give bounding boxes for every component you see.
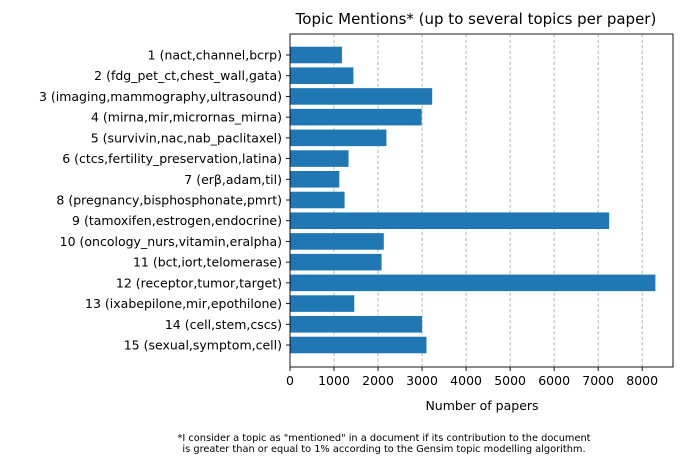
- chart-title: Topic Mentions* (up to several topics pe…: [295, 10, 657, 28]
- bar: [290, 171, 340, 188]
- bar: [290, 67, 354, 84]
- bar: [290, 274, 656, 292]
- y-tick-label: 13 (ixabepilone,mir,epothilone): [85, 296, 282, 311]
- y-tick-label: 7 (erβ,adam,til): [184, 172, 282, 187]
- footnote-line-2: is greater than or equal to 1% according…: [182, 444, 585, 455]
- bar: [290, 46, 342, 64]
- bar: [290, 233, 384, 250]
- y-tick-labels: 1 (nact,channel,bcrp) 2 (fdg_pet_ct,chest…: [39, 48, 290, 353]
- y-tick-label: 5 (survivin,nac,nab_paclitaxel): [91, 130, 282, 145]
- bar: [290, 191, 345, 209]
- bar: [290, 316, 423, 333]
- y-tick-label: 2 (fdg_pet_ct,chest_wall,gata): [94, 68, 282, 83]
- y-tick-label: 6 (ctcs,fertility_preservation,latina): [62, 151, 282, 166]
- x-tick-labels: 0 1000 2000 3000 4000 5000 6000 7000 8000: [286, 367, 658, 388]
- x-tick-label: 6000: [538, 373, 570, 388]
- bar: [290, 295, 355, 312]
- x-tick-label: 7000: [582, 373, 614, 388]
- y-tick-label: 12 (receptor,tumor,target): [116, 275, 282, 290]
- x-tick-label: 3000: [406, 373, 438, 388]
- x-tick-label: 1000: [318, 373, 350, 388]
- x-tick-label: 8000: [626, 373, 658, 388]
- plot-frame: [289, 33, 674, 368]
- bars: [290, 46, 656, 354]
- y-tick-label: 11 (bct,iort,telomerase): [133, 255, 282, 270]
- bar: [290, 150, 349, 167]
- y-tick-label: 10 (oncology_nurs,vitamin,eralpha): [60, 234, 282, 249]
- x-tick-label: 0: [286, 373, 294, 388]
- bar: [290, 253, 382, 271]
- bar: [290, 88, 433, 105]
- y-tick-label: 3 (imaging,mammography,ultrasound): [39, 89, 282, 104]
- y-tick-label: 14 (cell,stem,cscs): [165, 317, 282, 332]
- x-tick-label: 5000: [494, 373, 526, 388]
- footnote-line-1: *I consider a topic as "mentioned" in a …: [177, 433, 590, 444]
- y-tick-label: 1 (nact,channel,bcrp): [148, 48, 282, 63]
- x-tick-label: 2000: [362, 373, 394, 388]
- y-tick-label: 8 (pregnancy,bisphosphonate,pmrt): [56, 193, 282, 208]
- bar: [290, 108, 422, 126]
- x-tick-label: 4000: [450, 373, 482, 388]
- x-axis-label: Number of papers: [425, 398, 538, 413]
- y-tick-label: 4 (mirna,mir,micrornas_mirna): [91, 110, 282, 125]
- bar: [290, 212, 610, 229]
- axes-frame: [289, 33, 674, 368]
- y-tick-label: 15 (sexual,symptom,cell): [124, 338, 282, 353]
- bar: [290, 336, 427, 354]
- bar: [290, 129, 387, 147]
- y-tick-label: 9 (tamoxifen,estrogen,endocrine): [72, 213, 282, 228]
